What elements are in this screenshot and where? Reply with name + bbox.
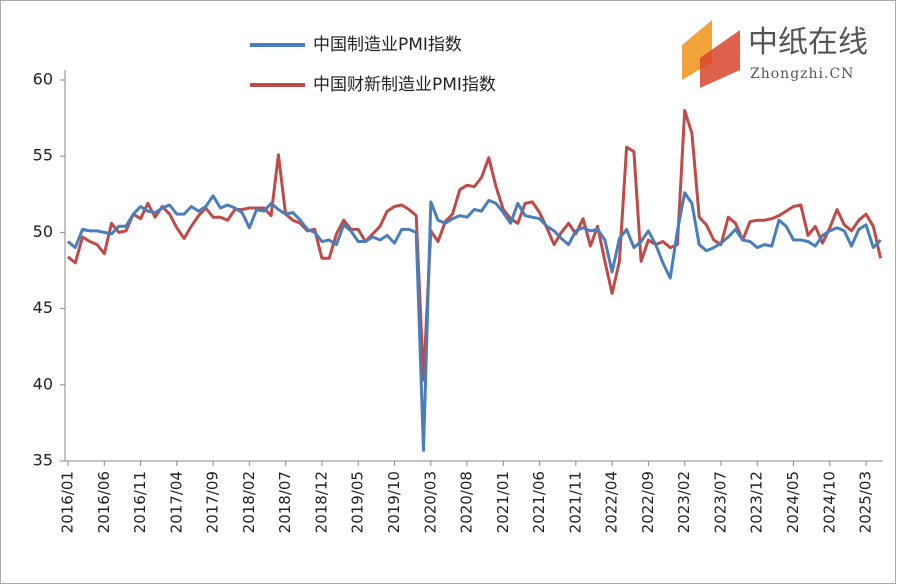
- x-tick-label: 2024/10: [820, 471, 838, 533]
- x-tick-label: 2021/06: [530, 471, 548, 533]
- x-tick-label: 2023/12: [748, 471, 766, 533]
- legend-label: 中国制造业PMI指数: [313, 35, 462, 55]
- x-tick-label: 2018/12: [312, 471, 330, 533]
- x-tick-label: 2023/07: [711, 471, 729, 533]
- x-tick-label: 2017/04: [167, 471, 185, 533]
- x-tick-label: 2020/03: [421, 471, 439, 533]
- x-tick-label: 2025/03: [857, 471, 875, 533]
- x-tick-label: 2016/11: [131, 471, 149, 533]
- x-tick-label: 2021/11: [566, 471, 584, 533]
- legend-label: 中国财新制造业PMI指数: [313, 75, 496, 95]
- x-tick-label: 2021/01: [494, 471, 512, 533]
- watermark-logo: 中纸在线 Zhongzhi.CN: [682, 20, 868, 88]
- y-tick-label: 45: [33, 298, 53, 317]
- x-tick-label: 2018/02: [240, 471, 258, 533]
- y-tick-label: 50: [33, 222, 53, 241]
- x-tick-label: 2016/06: [95, 471, 113, 533]
- x-tick-label: 2022/09: [639, 471, 657, 533]
- y-tick-label: 40: [33, 374, 53, 393]
- x-tick-label: 2017/09: [204, 471, 222, 533]
- watermark-subtitle: Zhongzhi.CN: [750, 66, 854, 82]
- x-tick-label: 2019/05: [349, 471, 367, 533]
- x-tick-label: 2024/05: [784, 471, 802, 533]
- y-tick-label: 35: [33, 451, 53, 470]
- x-tick-label: 2016/01: [59, 471, 77, 533]
- x-tick-label: 2019/10: [385, 471, 403, 533]
- series-line: [67, 191, 882, 452]
- watermark-title: 中纸在线: [748, 25, 868, 60]
- y-tick-label: 55: [33, 146, 53, 165]
- series-line: [67, 109, 883, 382]
- x-tick-label: 2023/02: [675, 471, 693, 533]
- x-tick-label: 2022/04: [603, 471, 621, 533]
- logo-shape: [700, 30, 740, 88]
- y-tick-label: 60: [33, 70, 53, 89]
- x-tick-label: 2018/07: [276, 471, 294, 533]
- x-tick-label: 2020/08: [458, 471, 476, 533]
